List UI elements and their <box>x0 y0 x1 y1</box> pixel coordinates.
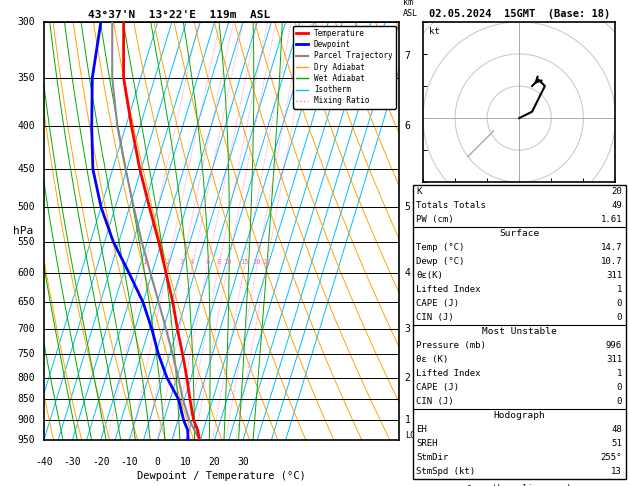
Text: 48: 48 <box>611 425 622 434</box>
Text: 4: 4 <box>190 259 194 265</box>
Title: 43°37'N  13°22'E  119m  ASL: 43°37'N 13°22'E 119m ASL <box>88 10 270 20</box>
Text: 311: 311 <box>606 355 622 364</box>
Text: Most Unstable: Most Unstable <box>482 327 557 336</box>
Text: 255°: 255° <box>601 453 622 462</box>
Text: Dewpoint / Temperature (°C): Dewpoint / Temperature (°C) <box>137 471 306 481</box>
Text: 20: 20 <box>611 187 622 196</box>
Text: 14.7: 14.7 <box>601 243 622 252</box>
Text: km
ASL: km ASL <box>403 0 418 17</box>
Text: 0: 0 <box>155 456 160 467</box>
Text: 1: 1 <box>142 259 147 265</box>
Text: 10: 10 <box>223 259 232 265</box>
Text: 350: 350 <box>18 73 35 83</box>
Text: 850: 850 <box>18 395 35 404</box>
Text: StmSpd (kt): StmSpd (kt) <box>416 467 476 476</box>
Text: θε(K): θε(K) <box>416 271 443 280</box>
Text: 311: 311 <box>606 271 622 280</box>
Text: Totals Totals: Totals Totals <box>416 201 486 210</box>
Text: 900: 900 <box>18 415 35 425</box>
Text: 20: 20 <box>209 456 221 467</box>
Text: 300: 300 <box>18 17 35 27</box>
Text: 600: 600 <box>18 268 35 278</box>
Text: 2: 2 <box>404 372 411 382</box>
Text: 950: 950 <box>18 435 35 445</box>
Text: 0: 0 <box>616 313 622 322</box>
Text: 1: 1 <box>616 369 622 378</box>
Text: 30: 30 <box>237 456 249 467</box>
Text: 5: 5 <box>404 202 411 212</box>
Text: LCL: LCL <box>404 432 420 440</box>
Text: 1: 1 <box>404 415 411 425</box>
Text: StmDir: StmDir <box>416 453 448 462</box>
Text: 996: 996 <box>606 341 622 350</box>
Text: 20: 20 <box>252 259 261 265</box>
Legend: Temperature, Dewpoint, Parcel Trajectory, Dry Adiabat, Wet Adiabat, Isotherm, Mi: Temperature, Dewpoint, Parcel Trajectory… <box>293 26 396 108</box>
Text: PW (cm): PW (cm) <box>416 215 454 224</box>
Text: kt: kt <box>429 27 440 35</box>
Text: 400: 400 <box>18 121 35 131</box>
Text: θε (K): θε (K) <box>416 355 448 364</box>
Text: Dewp (°C): Dewp (°C) <box>416 257 465 266</box>
Text: CIN (J): CIN (J) <box>416 397 454 406</box>
Text: 15: 15 <box>240 259 248 265</box>
Text: 650: 650 <box>18 297 35 307</box>
Text: 0: 0 <box>616 397 622 406</box>
Text: 13: 13 <box>611 467 622 476</box>
Text: 750: 750 <box>18 349 35 359</box>
Text: 7: 7 <box>404 52 411 61</box>
Text: 49: 49 <box>611 201 622 210</box>
Text: 550: 550 <box>18 237 35 247</box>
Text: Surface: Surface <box>499 229 539 238</box>
Text: 1: 1 <box>616 285 622 294</box>
Text: -40: -40 <box>35 456 53 467</box>
Text: 800: 800 <box>18 372 35 382</box>
Text: © weatheronline.co.uk: © weatheronline.co.uk <box>467 484 572 486</box>
Text: CIN (J): CIN (J) <box>416 313 454 322</box>
Text: CAPE (J): CAPE (J) <box>416 383 459 392</box>
Text: 450: 450 <box>18 164 35 174</box>
Text: Temp (°C): Temp (°C) <box>416 243 465 252</box>
Text: -10: -10 <box>121 456 138 467</box>
Text: Lifted Index: Lifted Index <box>416 369 481 378</box>
Text: Lifted Index: Lifted Index <box>416 285 481 294</box>
Text: 3: 3 <box>404 324 411 334</box>
Text: CAPE (J): CAPE (J) <box>416 299 459 308</box>
Text: SREH: SREH <box>416 439 438 448</box>
Text: 0: 0 <box>616 383 622 392</box>
Text: 6: 6 <box>205 259 209 265</box>
Text: -30: -30 <box>64 456 81 467</box>
Text: EH: EH <box>416 425 427 434</box>
Text: 1.61: 1.61 <box>601 215 622 224</box>
Text: 4: 4 <box>404 268 411 278</box>
Text: Hodograph: Hodograph <box>493 411 545 420</box>
Text: 0: 0 <box>616 299 622 308</box>
Text: -20: -20 <box>92 456 109 467</box>
Text: K: K <box>416 187 422 196</box>
Text: 8: 8 <box>216 259 221 265</box>
Text: 700: 700 <box>18 324 35 334</box>
Text: hPa: hPa <box>13 226 33 236</box>
Text: 02.05.2024  15GMT  (Base: 18): 02.05.2024 15GMT (Base: 18) <box>428 9 610 19</box>
Text: 10: 10 <box>181 456 192 467</box>
Text: 3: 3 <box>180 259 184 265</box>
Text: 51: 51 <box>611 439 622 448</box>
Text: Pressure (mb): Pressure (mb) <box>416 341 486 350</box>
Text: 10.7: 10.7 <box>601 257 622 266</box>
Text: 500: 500 <box>18 202 35 212</box>
Text: 2: 2 <box>165 259 170 265</box>
Text: 25: 25 <box>262 259 270 265</box>
Text: 6: 6 <box>404 121 411 131</box>
